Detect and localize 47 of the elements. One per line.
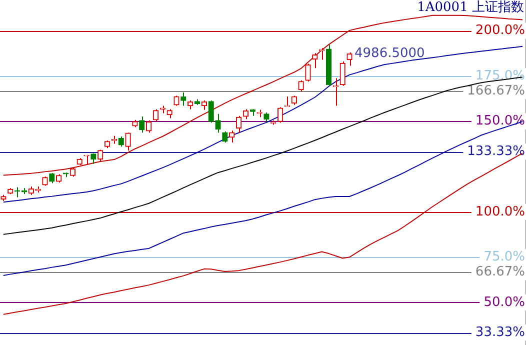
candlestick — [346, 52, 352, 66]
y-tick-label: 75.0% — [484, 250, 525, 265]
y-tick-label: 66.67% — [475, 264, 525, 280]
y-tick-label: 100.0% — [475, 204, 525, 220]
candlestick — [90, 154, 96, 164]
candlestick — [298, 80, 304, 92]
candlestick — [125, 132, 131, 151]
candlestick — [291, 96, 297, 106]
candlestick — [98, 150, 104, 162]
candlestick — [305, 63, 311, 82]
candlestick — [0, 194, 6, 202]
candlestick — [264, 112, 270, 122]
y-tick-label: 50.0% — [484, 294, 525, 310]
candlestick — [118, 136, 124, 148]
y-tick-label: 175.0% — [475, 68, 525, 84]
candlestick — [8, 188, 14, 195]
candlestick — [28, 186, 34, 196]
candlestick — [326, 44, 332, 86]
candlestick — [188, 100, 194, 110]
candlestick — [84, 154, 90, 166]
candlestick — [42, 176, 48, 186]
candlestick — [104, 140, 110, 149]
candlestick — [201, 100, 207, 110]
y-tick-label: 133.33% — [467, 144, 525, 159]
candlestick — [56, 174, 62, 184]
candlestick — [312, 52, 318, 69]
y-tick-label: 200.0% — [475, 23, 525, 38]
y-tick-label: 166.67% — [467, 84, 525, 99]
chart-title: 1A0001 上证指数 — [417, 0, 524, 15]
candlestick — [139, 116, 145, 134]
candlestick — [152, 108, 159, 122]
y-tick-label: 150.0% — [475, 114, 525, 129]
candlestick — [146, 120, 152, 134]
candlestick — [236, 115, 242, 134]
candlestick — [242, 108, 249, 120]
candlestick — [229, 130, 235, 144]
candlestick — [180, 92, 186, 106]
annotation: 4986.5000 — [354, 46, 425, 62]
candlestick — [62, 172, 69, 178]
candlestick — [70, 167, 76, 178]
y-tick-label: 33.33% — [475, 325, 525, 340]
candlestick — [277, 106, 284, 124]
candlestick — [49, 174, 55, 184]
candlestick — [208, 100, 214, 124]
candlestick — [215, 113, 221, 134]
candlestick — [194, 98, 200, 106]
candlestick — [166, 108, 172, 119]
